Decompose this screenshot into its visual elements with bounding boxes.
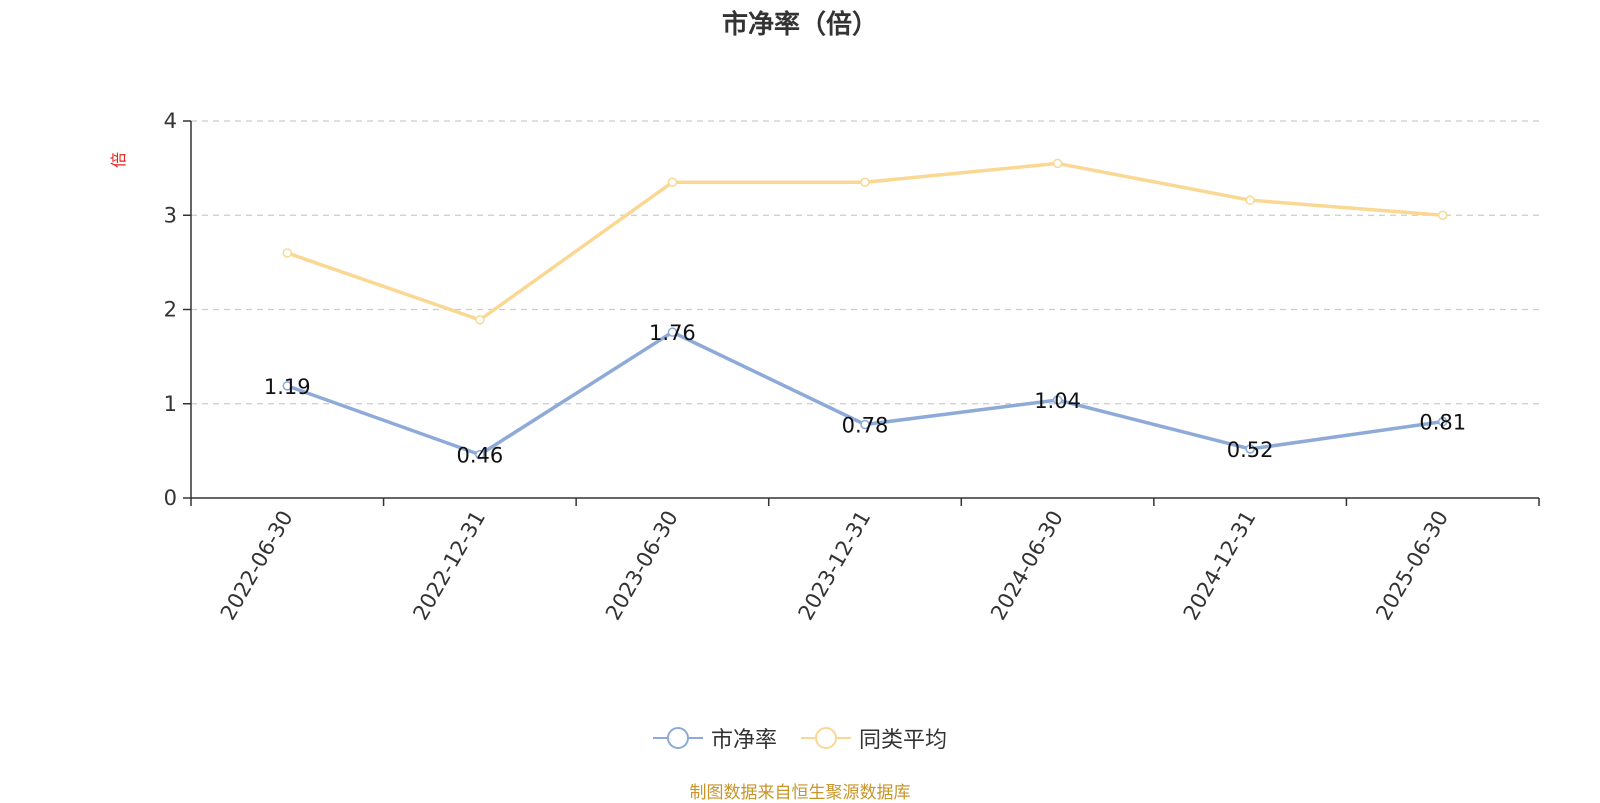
legend-peer-marker-icon [801, 727, 851, 749]
pb-data-label: 0.81 [1419, 411, 1466, 435]
legend-peer-label: 同类平均 [859, 728, 948, 753]
pb-data-label: 0.52 [1227, 438, 1274, 462]
chart-title: 市净率（倍） [721, 10, 878, 40]
legend-pb-marker-icon [652, 727, 703, 749]
x-tick-label: 2022-06-30 [216, 507, 298, 625]
y-tick-label: 2 [164, 298, 177, 322]
peer-average-point [860, 177, 870, 188]
data-labels: 1.19 0.46 1.76 0.78 1.04 0.52 0.81 [264, 321, 1466, 468]
y-axis-title: 倍 [109, 152, 128, 168]
grid-lines [191, 120, 1539, 405]
peer-average-point [1437, 210, 1448, 220]
y-tick-label: 1 [164, 392, 177, 416]
legend-item-pb[interactable]: 市净率 [652, 722, 777, 754]
pb-data-label: 0.46 [456, 444, 503, 468]
pb-data-label: 1.04 [1034, 389, 1081, 413]
legend: 市净率 同类平均 [0, 722, 1600, 754]
x-tick-label: 2025-06-30 [1371, 507, 1453, 625]
y-tick-label: 0 [164, 486, 177, 510]
source-note: 制图数据来自恒生聚源数据库 [689, 783, 911, 803]
peer-average-point [475, 315, 485, 325]
pb-point [667, 327, 678, 337]
pb-point [860, 419, 870, 430]
pb-data-label: 1.76 [649, 321, 696, 345]
y-tick-label: 3 [164, 203, 177, 227]
legend-item-peer-average[interactable]: 同类平均 [801, 722, 947, 754]
axes: 0 1 2 3 4 倍 2022-06-30 2022-12-31 2023-06-30 2023… [109, 109, 1540, 625]
pb-point [1245, 444, 1255, 454]
pb-data-label: 1.19 [264, 375, 311, 399]
pb-point [1052, 395, 1063, 405]
pb-point [282, 381, 293, 391]
x-tick-label: 2023-12-31 [794, 507, 876, 625]
peer-average-point [1052, 158, 1063, 169]
y-tick-label: 4 [164, 109, 177, 133]
x-tick-label: 2024-06-30 [986, 507, 1068, 625]
peer-average-point [1245, 195, 1255, 205]
peer-average-point [667, 177, 678, 188]
legend-pb-label: 市净率 [710, 728, 777, 753]
pb-data-label: 0.78 [842, 413, 889, 437]
series-layer [282, 158, 1448, 460]
pb-point [1437, 416, 1448, 427]
x-tick-label: 2024-12-31 [1179, 507, 1261, 625]
pb-point [475, 449, 485, 460]
peer-average-point [282, 248, 293, 258]
x-tick-label: 2023-06-30 [601, 507, 683, 625]
x-tick-label: 2022-12-31 [408, 507, 490, 625]
